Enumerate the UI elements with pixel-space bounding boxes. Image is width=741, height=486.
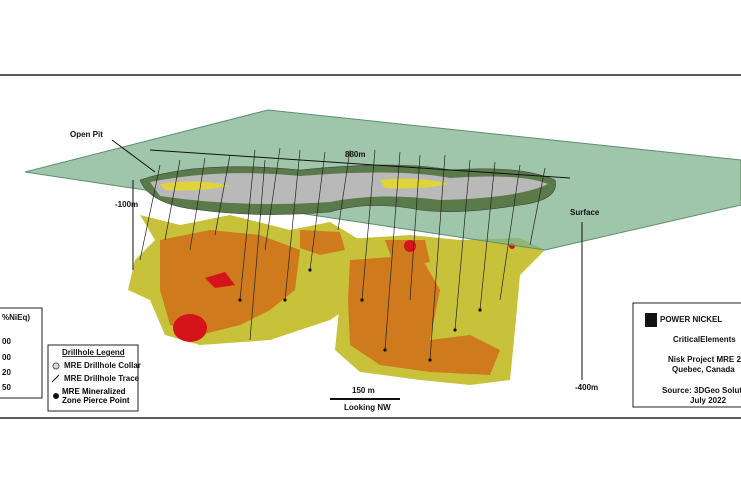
label: Open Pit xyxy=(70,130,103,139)
partner: CriticalElements xyxy=(673,335,736,344)
logo xyxy=(645,313,657,327)
label: Looking NW xyxy=(344,403,391,412)
company: POWER NICKEL xyxy=(660,315,722,324)
legend-item: MRE Drillhole Collar xyxy=(64,361,141,370)
dimension-line xyxy=(149,149,571,179)
legend-symbol xyxy=(51,374,60,383)
legend-item: 00 xyxy=(2,353,11,362)
location: Quebec, Canada xyxy=(672,365,735,374)
drillhole-legend xyxy=(47,344,139,412)
legend-symbol xyxy=(53,393,59,399)
project: Nisk Project MRE 20 xyxy=(668,355,741,364)
pointer xyxy=(111,139,156,173)
legend-item: MRE Mineralized Zone Pierce Point xyxy=(62,387,130,405)
source: Source: 3DGeo Solutions Inc. xyxy=(662,386,741,395)
legend-item: 20 xyxy=(2,368,11,377)
orebody xyxy=(128,215,545,385)
legend-item: MRE Drillhole Trace xyxy=(64,374,140,383)
legend-item: 50 xyxy=(2,383,11,392)
label: -400m xyxy=(575,383,598,392)
label: 150 m xyxy=(352,386,375,395)
pit-floor xyxy=(150,172,548,204)
legend-symbol xyxy=(52,362,60,370)
pierce-points xyxy=(238,268,482,362)
legend-title: %NiEq) xyxy=(2,313,30,322)
label: Surface xyxy=(570,208,600,217)
grade-legend xyxy=(0,307,43,399)
label: -100m xyxy=(115,200,138,209)
pit-zone xyxy=(160,178,450,191)
drillhole-traces xyxy=(139,147,546,361)
legend-title: Drillhole Legend xyxy=(62,348,125,357)
label: 880m xyxy=(345,150,365,159)
legend-item-wrap: MRE Mineralized Zone Pierce Point xyxy=(62,387,130,405)
legend-item: 00 xyxy=(2,337,11,346)
date: July 2022 xyxy=(690,396,727,405)
